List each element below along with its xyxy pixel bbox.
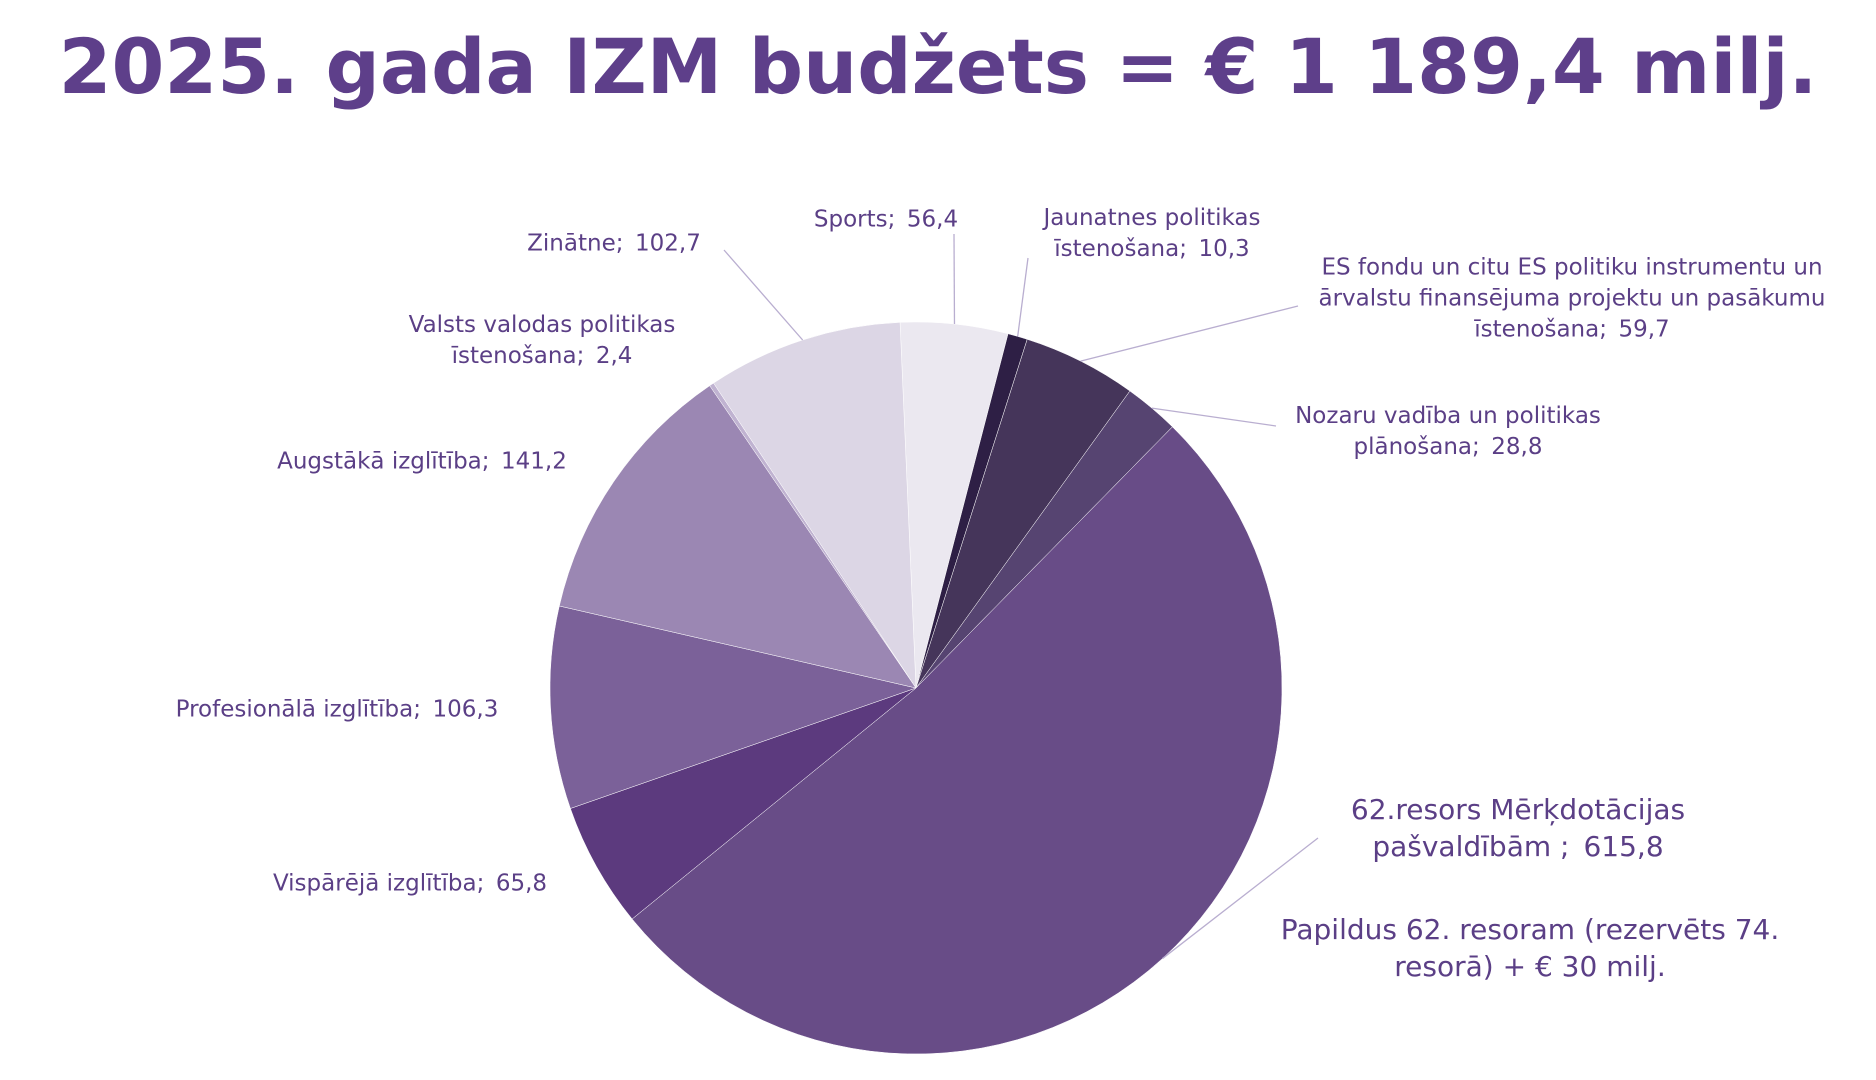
leader-line — [1017, 257, 1029, 337]
separator: ; — [1560, 830, 1570, 863]
separator: ; — [1599, 316, 1607, 343]
leader-line — [1080, 305, 1299, 362]
category: 62.resors Mērķdotācijas pašvaldībām — [1350, 793, 1686, 863]
separator: ; — [887, 206, 896, 233]
value-label: 106,3 — [432, 696, 499, 723]
value-label: 615,8 — [1583, 830, 1664, 863]
category: Valsts valodas politikas īstenošana — [408, 312, 676, 369]
value-label: 141,2 — [501, 448, 567, 475]
leader-line — [723, 249, 804, 341]
value-label: 56,4 — [906, 206, 959, 233]
slice-label: Sports; 56,4 — [776, 205, 996, 236]
pie-slice — [559, 385, 917, 689]
separator: ; — [615, 230, 624, 257]
separator: ; — [1179, 236, 1187, 262]
annotation: Papildus 62. resoram (rezervēts 74. reso… — [1280, 913, 1780, 983]
slice-label: Jaunatnes politikas īstenošana; 10,3 — [1012, 203, 1292, 265]
pie-slice — [713, 322, 917, 689]
category: Augstākā izglītība — [277, 448, 482, 475]
slice-label: Zinātne; 102,7 — [484, 229, 744, 260]
pie-slice — [631, 426, 1283, 1055]
slice-label: Vispārējā izglītība; 65,8 — [200, 869, 620, 900]
value-label: 2,4 — [595, 343, 633, 369]
leader-line — [1151, 407, 1277, 427]
separator: ; — [413, 696, 421, 723]
category: Zinātne — [527, 230, 616, 257]
value-label: 59,7 — [1618, 316, 1670, 343]
separator: ; — [1472, 434, 1480, 460]
category: ES fondu un citu ES politiku instrumentu… — [1318, 254, 1826, 343]
separator: ; — [576, 343, 585, 369]
slice-label: Nozaru vadība un politikas plānošana; 28,… — [1268, 401, 1628, 463]
category: Vispārējā izglītība — [272, 870, 477, 897]
pie-slice — [549, 605, 917, 809]
value-label: 10,3 — [1198, 236, 1250, 262]
value-label: 65,8 — [495, 870, 548, 897]
slice-label: ES fondu un citu ES politiku instrumentu… — [1292, 253, 1852, 346]
slice-label: Augstākā izglītība; 141,2 — [212, 447, 632, 478]
slice-label: Profesionālā izglītība; 106,3 — [127, 695, 547, 726]
separator: ; — [476, 870, 485, 897]
value-label: 102,7 — [634, 230, 701, 257]
chart-title: 2025. gada IZM budžets = € 1 189,4 milj. — [58, 22, 1818, 111]
leader-line — [1162, 837, 1319, 960]
category: Profesionālā izglītība — [175, 696, 414, 723]
category: Jaunatnes politikas īstenošana — [1043, 205, 1261, 262]
slice-label: Valsts valodas politikas īstenošana; 2,4 — [382, 310, 702, 372]
separator: ; — [481, 448, 490, 475]
category: Nozaru vadība un politikas plānošana — [1295, 403, 1601, 460]
slice-label: 62.resors Mērķdotācijas pašvaldībām ; 615… — [1308, 791, 1728, 865]
category: Sports — [813, 206, 888, 233]
value-label: 28,8 — [1491, 434, 1543, 460]
